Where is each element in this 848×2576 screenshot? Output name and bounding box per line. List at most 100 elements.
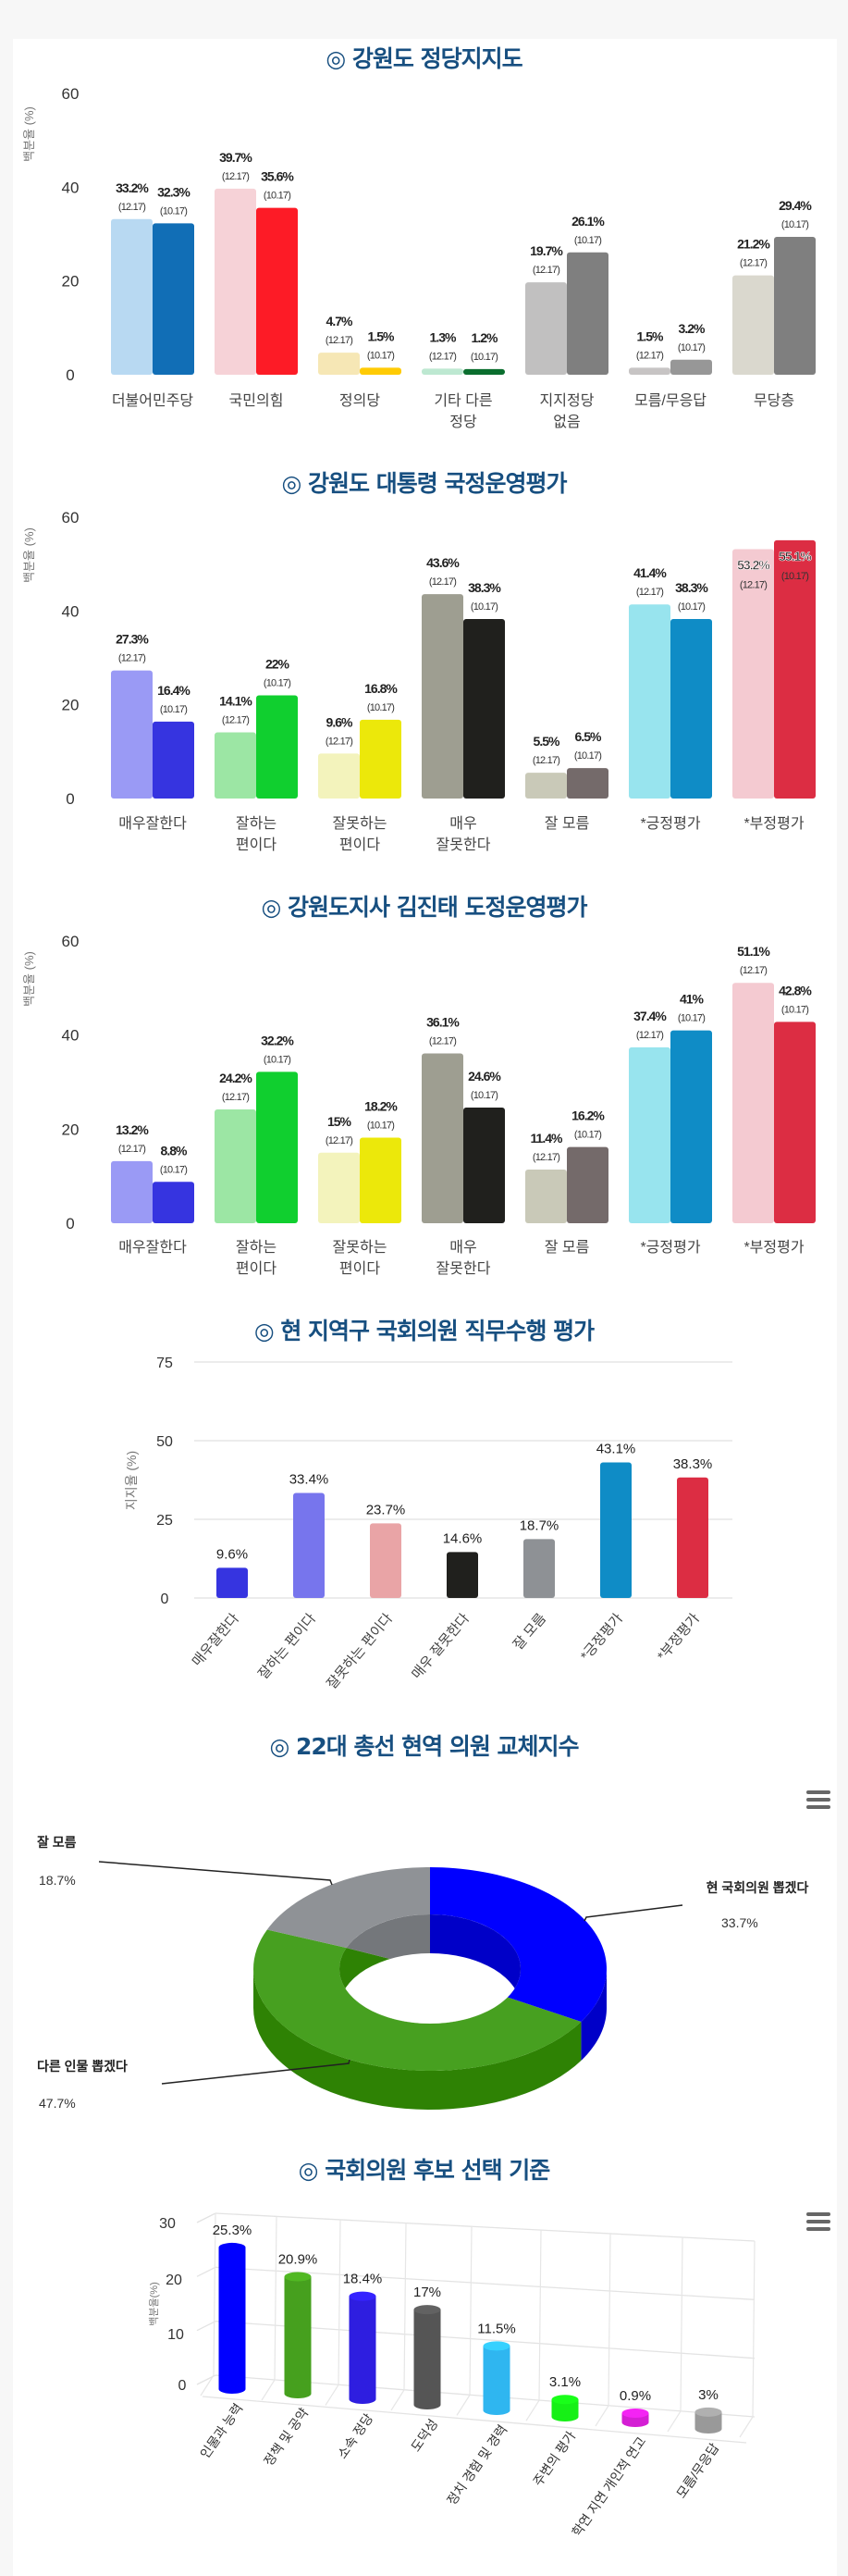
gridline <box>680 2236 683 2411</box>
bar-date-label: (12.17) <box>740 965 767 976</box>
bar <box>567 252 608 375</box>
bar-value-label: 4.7% <box>326 314 353 328</box>
bar-value-label: 24.2% <box>219 1071 252 1085</box>
bar-value-label: 35.6% <box>261 169 294 184</box>
bar-value-label: 3% <box>698 2387 719 2403</box>
bar-value-label: 19.7% <box>530 243 563 258</box>
y-tick-label: 0 <box>178 2378 187 2394</box>
pie-value-label: 18.7% <box>39 1873 76 1888</box>
bar-value-label: 14.1% <box>219 694 252 709</box>
category-label: 매우잘한다 <box>118 815 187 832</box>
bar-value-label: 20.9% <box>278 2252 318 2268</box>
y-tick-label: 30 <box>159 2216 176 2232</box>
bar-value-label: 26.1% <box>571 214 605 229</box>
bar-value-label: 1.5% <box>368 328 395 343</box>
bar-date-label: (10.17) <box>781 1004 808 1015</box>
bar <box>215 188 256 375</box>
gridline <box>667 2410 682 2433</box>
gridline <box>215 2212 756 2242</box>
bar <box>629 604 670 799</box>
category-label: 인물과 능력 <box>197 2401 245 2461</box>
pie-label: 다른 인물 뽑겠다 <box>37 2059 128 2074</box>
category-label: *부정평가 <box>744 815 804 832</box>
cylinder-bar-top <box>218 2242 246 2252</box>
bar-date-label: (12.17) <box>533 755 559 766</box>
bar-date-label: (12.17) <box>222 1092 249 1103</box>
bar-value-label: 33.4% <box>289 1471 329 1487</box>
y-tick-label: 40 <box>62 1027 80 1045</box>
category-label: 모름/무응답 <box>673 2440 721 2500</box>
bar <box>153 1182 194 1223</box>
bar <box>567 1146 608 1223</box>
bar-value-label: 3.2% <box>679 321 706 336</box>
bar-date-label: (10.17) <box>160 205 187 217</box>
bar <box>370 1523 401 1598</box>
gridline <box>739 2416 754 2438</box>
bar-date-label: (10.17) <box>471 601 498 613</box>
pie-slice <box>266 1867 430 1949</box>
bar-value-label: 55.1% <box>779 549 812 564</box>
gridline <box>390 2389 405 2411</box>
bar-value-label: 41.4% <box>633 565 667 580</box>
y-axis-label: 백분율 (%) <box>22 527 36 583</box>
cylinder-bar-top <box>551 2395 579 2405</box>
gridline <box>325 2384 339 2406</box>
cylinder-bar <box>694 2411 722 2434</box>
cylinder-bar-top <box>413 2305 441 2315</box>
pie-value-label: 47.7% <box>39 2096 76 2111</box>
cylinder-bar <box>349 2296 376 2405</box>
y-tick-label: 20 <box>62 1121 80 1138</box>
chart-title-lawmaker-eval: ◎ 현 지역구 국회의원 직무수행 평가 <box>253 1318 595 1344</box>
bar <box>256 1071 298 1223</box>
y-tick-label: 20 <box>166 2273 182 2288</box>
bar-value-label: 33.2% <box>116 180 149 195</box>
bar-value-label: 42.8% <box>779 983 812 997</box>
category-label: 편이다 <box>236 1260 277 1277</box>
bar <box>256 207 298 375</box>
y-tick-label: 60 <box>62 933 80 950</box>
bar <box>670 1030 712 1223</box>
bar-value-label: 38.3% <box>673 1456 713 1472</box>
pie-label: 현 국회의원 뽑겠다 <box>707 1880 809 1895</box>
bar-value-label: 16.4% <box>157 683 190 698</box>
bar <box>774 237 816 375</box>
cylinder-bar-top <box>284 2272 312 2282</box>
bar-value-label: 25.3% <box>213 2223 252 2238</box>
bar-date-label: (10.17) <box>471 352 498 363</box>
bar-value-label: 27.3% <box>116 632 149 647</box>
y-tick-label: 0 <box>66 366 74 384</box>
bar-value-label: 11.4% <box>531 1131 563 1146</box>
bar-value-label: 38.3% <box>468 580 501 595</box>
category-label: 매우 <box>449 1239 476 1256</box>
y-tick-label: 0 <box>66 1215 74 1232</box>
category-label: 잘못하는 편이다 <box>324 1611 396 1692</box>
bar-value-label: 1.5% <box>637 328 664 343</box>
y-tick-label: 25 <box>156 1513 173 1529</box>
category-label: 잘못한다 <box>436 836 491 853</box>
y-axis-label: 백분율 (%) <box>22 106 36 162</box>
chart-title-candidate-criteria: ◎ 국회의원 후보 선택 기준 <box>298 2157 551 2184</box>
category-label: 정의당 <box>339 392 380 409</box>
bar <box>774 539 816 799</box>
bar-date-label: (10.17) <box>678 342 705 353</box>
bar <box>670 618 712 799</box>
category-label: 기타 다른 <box>434 392 492 409</box>
bar <box>360 367 401 375</box>
gridline <box>469 2226 473 2396</box>
chart-menu-button[interactable] <box>806 2212 830 2231</box>
bar-date-label: (12.17) <box>429 351 456 362</box>
bar <box>215 1108 256 1223</box>
bar-value-label: 1.2% <box>472 330 498 345</box>
bar-value-label: 43.6% <box>426 555 460 570</box>
pie-slice <box>430 1867 607 2022</box>
bar-value-label: 6.5% <box>575 729 602 744</box>
bar-date-label: (10.17) <box>367 1120 394 1131</box>
hamburger-menu-icon <box>806 2212 830 2216</box>
bar <box>629 1046 670 1223</box>
gridline <box>608 2233 611 2406</box>
chart-menu-button[interactable] <box>806 1790 830 1809</box>
category-label: 더불어민주당 <box>112 392 194 409</box>
bar-value-label: 9.6% <box>216 1546 248 1562</box>
bar-value-label: 9.6% <box>326 714 353 729</box>
